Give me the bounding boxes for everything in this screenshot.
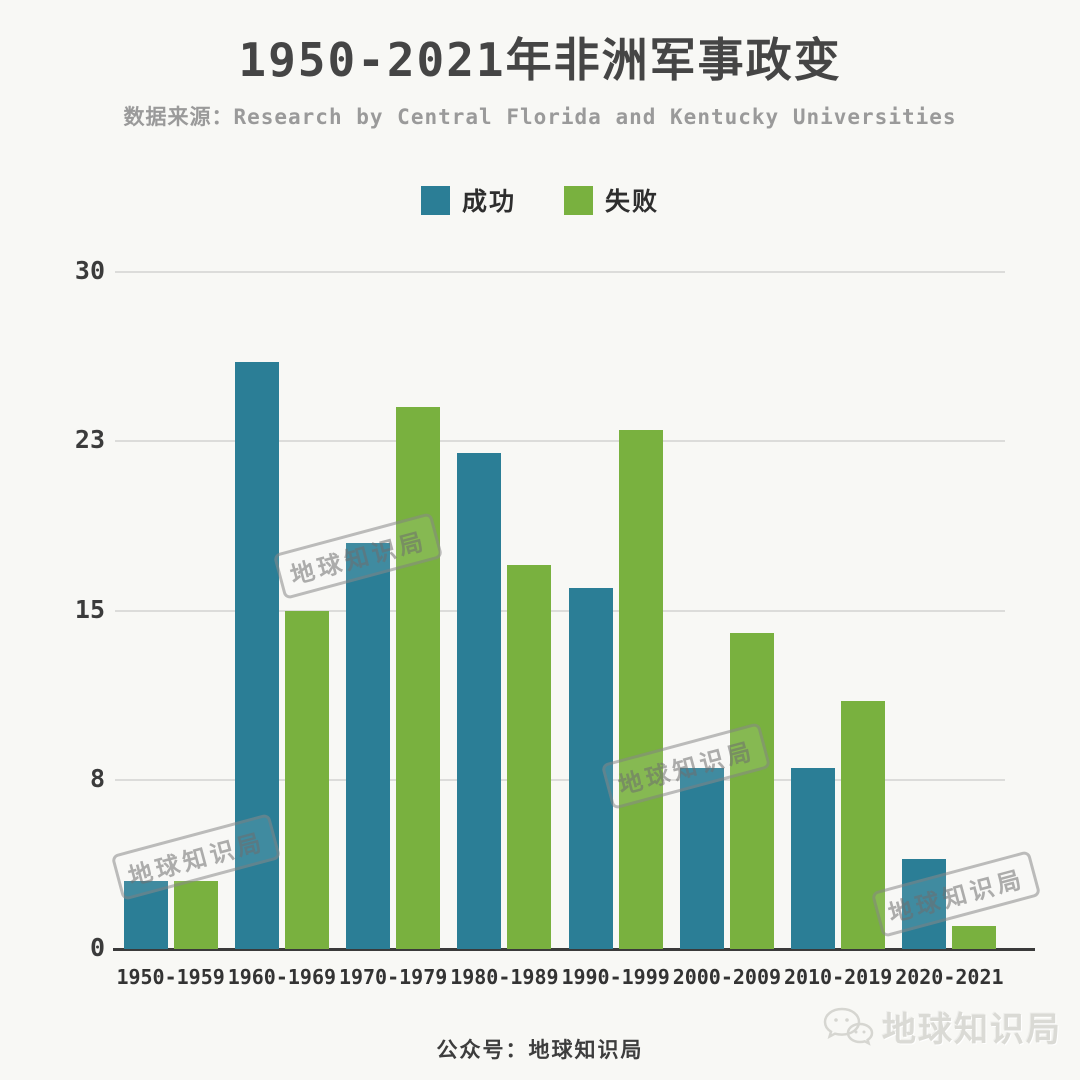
y-axis-tick-label: 15 [74, 594, 105, 624]
gridline [115, 609, 1005, 612]
bar-success-1990-1999 [568, 587, 613, 949]
x-axis-category-label: 1980-1989 [450, 965, 559, 989]
y-axis-tick-label: 8 [89, 763, 105, 793]
y-axis-tick-label: 23 [74, 425, 105, 455]
bar-failure-1970-1979 [396, 407, 441, 949]
gridline [115, 440, 1005, 443]
bar-failure-1960-1969 [284, 610, 329, 949]
bar-failure-1980-1989 [507, 565, 552, 949]
brand-logo-text: 地球知识局 [882, 1010, 1062, 1050]
x-axis-category-label: 2010-2019 [783, 965, 893, 989]
legend-swatch-failure [564, 185, 593, 215]
bar-success-1950-1959 [123, 881, 168, 949]
x-axis-category-label: 2000-2009 [672, 965, 782, 989]
legend-label-success: 成功 [461, 187, 516, 216]
x-axis-category-label: 1950-1959 [116, 965, 225, 989]
chat-bubbles-icon [823, 1007, 874, 1046]
x-axis-category-label: 1990-1999 [561, 965, 670, 989]
legend-item-failure: 失败 [564, 182, 659, 218]
bar-chart-plot-area: 0 8 15 23 30 1950-1959 1960-1969 1970-1979 1980-… [75, 256, 1035, 989]
legend-swatch-success [420, 185, 450, 215]
bar-success-2010-2019 [791, 768, 836, 949]
x-axis-category-label: 2020-2021 [895, 965, 1004, 989]
bar-success-1960-1969 [234, 362, 279, 949]
data-source-label: 数据来源：Research by Central Florida and Ken… [123, 105, 957, 129]
x-axis-category-label: 1960-1969 [227, 965, 337, 989]
x-axis-category-label: 1970-1979 [338, 965, 448, 989]
bar-success-2020-2021 [902, 858, 947, 949]
bar-failure-2020-2021 [952, 926, 997, 949]
page-title: 1950-2021年非洲军事政变 [238, 33, 842, 87]
brand-logo: 地球知识局 [822, 1002, 1062, 1051]
y-axis-tick-label: 0 [89, 933, 105, 962]
x-axis-line [113, 948, 1035, 951]
bar-failure-1950-1959 [173, 881, 218, 949]
gridline [115, 778, 1005, 781]
gridline [115, 271, 1005, 273]
y-axis-tick-label: 30 [74, 256, 105, 285]
bar-failure-2000-2009 [729, 633, 774, 949]
legend-item-success: 成功 [420, 182, 516, 218]
bar-failure-1990-1999 [618, 429, 663, 949]
bar-failure-2010-2019 [841, 700, 886, 949]
footer-account-label: 公众号：地球知识局 [436, 1038, 644, 1062]
bar-success-1980-1989 [457, 452, 502, 949]
bar-success-2000-2009 [679, 768, 724, 949]
chart-legend: 成功 失败 [0, 182, 1080, 218]
legend-label-failure: 失败 [605, 187, 660, 216]
bar-success-1970-1979 [346, 542, 391, 949]
